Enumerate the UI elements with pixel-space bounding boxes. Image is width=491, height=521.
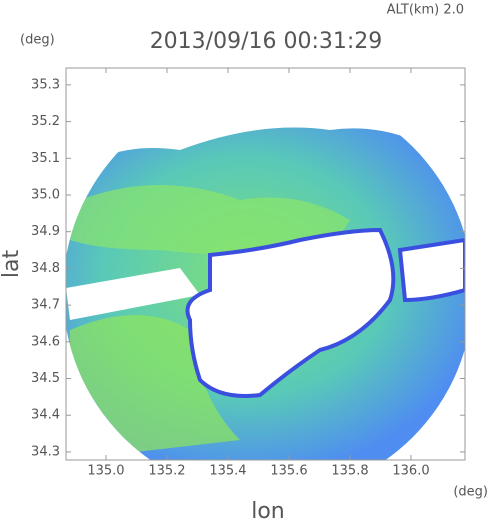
y-tick-label: 35.2 <box>31 114 60 129</box>
y-axis-label: lat <box>0 250 24 279</box>
altitude: ALT(km) 2.0 <box>387 3 464 18</box>
chart-title: 2013/09/16 00:31:29 <box>150 29 383 54</box>
y-tick-label: 35.0 <box>31 187 60 202</box>
x-tick-label: 135.2 <box>148 464 185 479</box>
y-tick-label: 35.3 <box>31 77 60 92</box>
y-tick-label: 34.9 <box>31 224 60 239</box>
y-tick-label: 34.5 <box>31 371 60 386</box>
y-tick-label: 35.1 <box>31 151 60 166</box>
x-tick-label: 135.6 <box>270 464 307 479</box>
y-tick-label: 34.6 <box>31 334 60 349</box>
y-tick-label: 34.8 <box>31 261 60 276</box>
plot-frame <box>65 67 466 461</box>
radar-field <box>66 127 465 460</box>
x-axis-label: lon <box>251 499 285 521</box>
x-unit: (deg) <box>453 485 488 500</box>
x-tick-label: 136.0 <box>392 464 429 479</box>
y-tick-label: 34.7 <box>31 298 60 313</box>
y-tick-label: 34.3 <box>31 444 60 459</box>
x-tick-label: 135.0 <box>87 464 124 479</box>
x-tick-label: 135.4 <box>209 464 246 479</box>
x-tick-label: 135.8 <box>331 464 368 479</box>
y-tick-label: 34.4 <box>31 408 60 423</box>
y-unit: (deg) <box>20 33 55 48</box>
